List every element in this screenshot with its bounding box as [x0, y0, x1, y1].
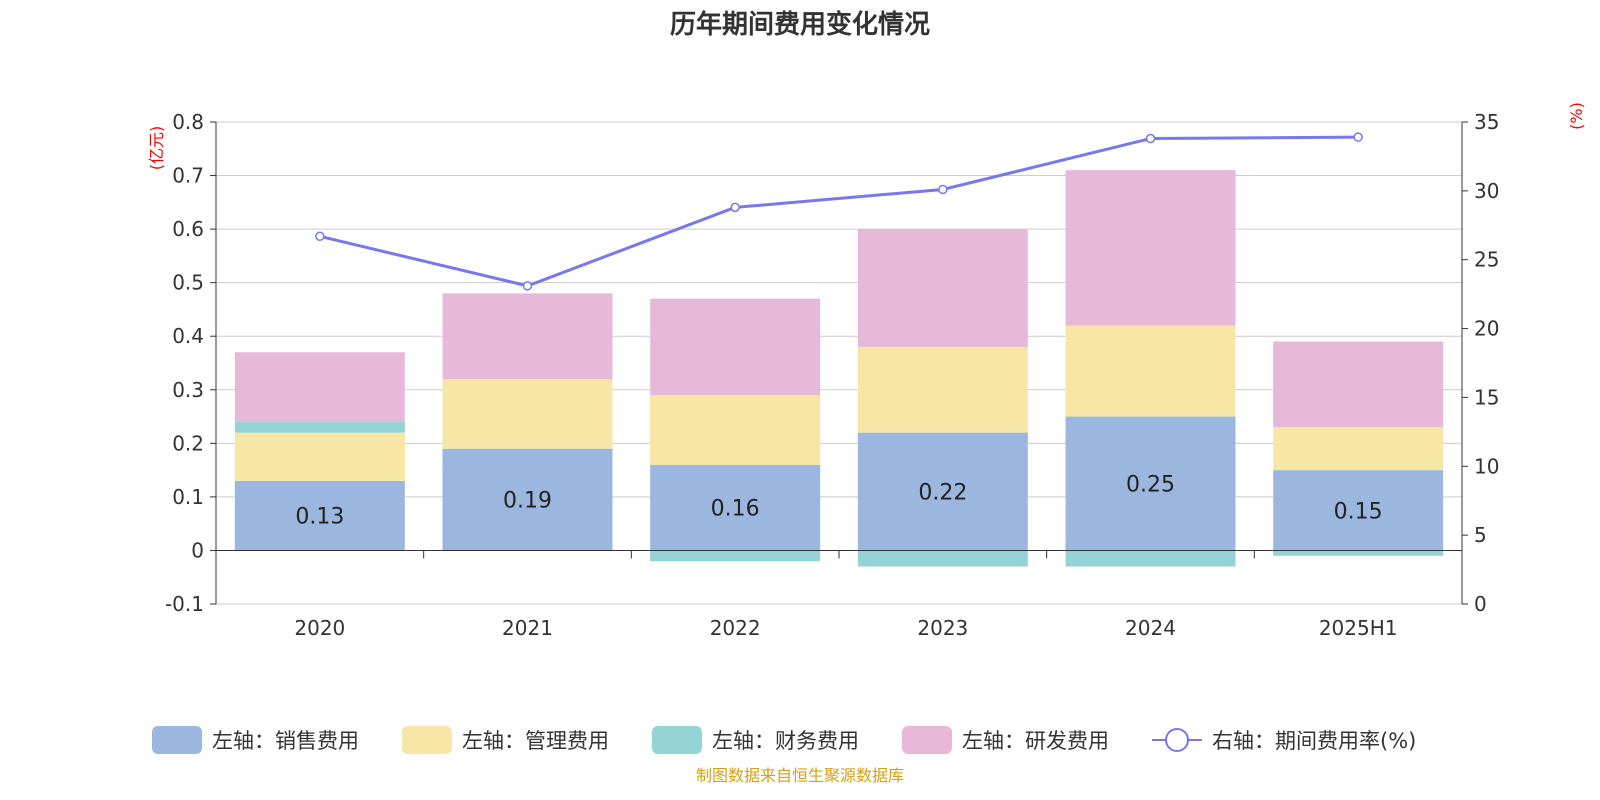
bar-rd: [1065, 170, 1236, 326]
category-label: 2022: [710, 616, 761, 640]
left-axis-unit: (亿元): [147, 126, 166, 171]
bar-admin: [1273, 427, 1444, 471]
rate-point: [1353, 132, 1363, 142]
bar-admin: [857, 346, 1028, 433]
left-tick-label: -0.1: [165, 592, 204, 616]
category-label: 2024: [1125, 616, 1176, 640]
legend-label-rate: 右轴：期间费用率(%): [1212, 729, 1416, 753]
bar-finance: [857, 550, 1028, 567]
left-tick-label: 0.7: [172, 164, 204, 188]
rate-point: [730, 202, 740, 213]
right-tick-label: 5: [1474, 523, 1487, 547]
category-label: 2021: [502, 616, 553, 640]
legend-label-finance: 左轴：财务费用: [712, 729, 859, 753]
source-note: 制图数据来自恒生聚源数据库: [695, 766, 904, 785]
chart-title: 历年期间费用变化情况: [669, 10, 930, 40]
right-axis-unit: (%): [1567, 102, 1586, 130]
bar-admin: [1065, 325, 1236, 417]
left-tick-label: 0.4: [172, 324, 204, 348]
rate-line: [319, 135, 1359, 288]
bar-value-label: 0.16: [711, 497, 760, 522]
bar-value-label: 0.19: [503, 489, 552, 514]
left-tick-label: 0.1: [172, 485, 204, 509]
bar-rd: [234, 352, 405, 422]
bar-finance: [650, 550, 821, 562]
legend-marker-rate: [1165, 728, 1189, 752]
legend-swatch-rd: [902, 726, 952, 754]
legend-swatch-finance: [652, 726, 702, 754]
bar-rd: [857, 229, 1028, 347]
right-tick-label: 15: [1474, 385, 1499, 409]
bar-admin: [442, 379, 613, 449]
left-tick-label: 0.6: [172, 217, 204, 241]
right-tick-label: 35: [1474, 110, 1499, 134]
bar-rd: [650, 298, 821, 396]
left-tick-label: 0.3: [172, 378, 204, 402]
right-tick-label: 25: [1474, 248, 1499, 272]
bar-sales: [857, 432, 1028, 551]
bar-rd: [442, 293, 613, 380]
bar-finance: [1273, 550, 1444, 556]
legend-swatch-sales: [152, 726, 202, 754]
right-tick-label: 30: [1474, 179, 1499, 203]
category-label: 2023: [917, 616, 968, 640]
left-tick-label: 0: [191, 538, 204, 562]
left-tick-label: 0.2: [172, 431, 204, 455]
legend-label-sales: 左轴：销售费用: [212, 729, 359, 753]
bar-finance: [234, 421, 405, 433]
right-tick-label: 0: [1474, 592, 1487, 616]
category-label: 2025H1: [1319, 616, 1398, 640]
legend-label-rd: 左轴：研发费用: [962, 729, 1109, 753]
bar-finance: [1065, 550, 1236, 567]
bar-admin: [234, 432, 405, 481]
legend-swatch-admin: [402, 726, 452, 754]
bar-value-label: 0.25: [1126, 473, 1175, 498]
right-tick-label: 10: [1474, 454, 1499, 478]
category-label: 2020: [294, 616, 345, 640]
rate-point: [1145, 133, 1156, 144]
rate-point: [938, 184, 948, 195]
rate-point: [522, 281, 533, 291]
left-tick-label: 0.8: [172, 110, 204, 134]
bar-sales: [234, 480, 405, 551]
left-tick-label: 0.5: [172, 271, 204, 295]
bar-sales: [442, 448, 613, 551]
bar-value-label: 0.13: [295, 505, 344, 530]
bar-sales: [1065, 416, 1236, 551]
bar-admin: [650, 395, 821, 465]
bar-value-label: 0.22: [918, 481, 967, 506]
bar-value-label: 0.15: [1334, 499, 1383, 524]
legend-label-admin: 左轴：管理费用: [462, 729, 609, 753]
right-tick-label: 20: [1474, 317, 1499, 341]
bar-sales: [1273, 470, 1444, 551]
bar-sales: [650, 464, 821, 551]
rate-point: [315, 231, 325, 242]
bar-rd: [1273, 341, 1444, 428]
